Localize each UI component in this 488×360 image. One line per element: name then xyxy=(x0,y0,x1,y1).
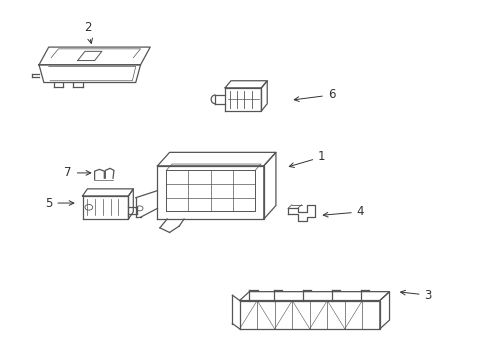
Text: 4: 4 xyxy=(323,206,364,219)
Text: 7: 7 xyxy=(64,166,91,179)
Text: 1: 1 xyxy=(289,150,325,167)
Text: 3: 3 xyxy=(400,289,431,302)
Text: 6: 6 xyxy=(294,89,335,102)
Text: 2: 2 xyxy=(83,21,92,43)
Text: 5: 5 xyxy=(45,197,74,210)
